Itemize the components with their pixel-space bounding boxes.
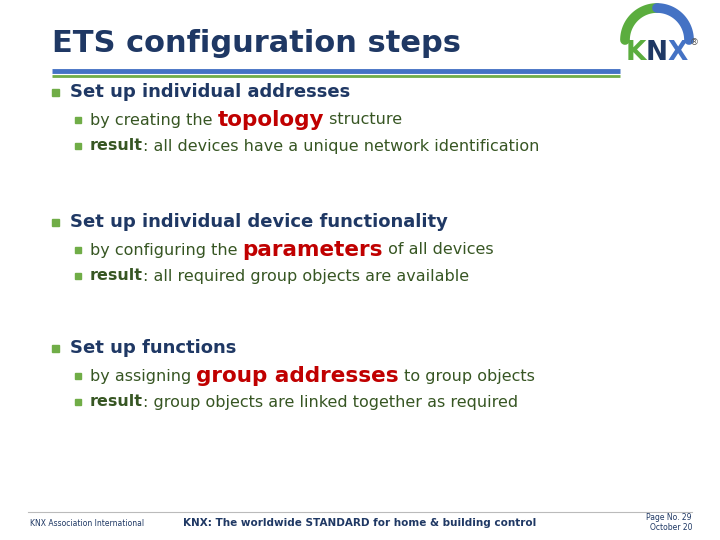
Text: Set up functions: Set up functions	[70, 339, 236, 357]
Bar	[52, 345, 59, 352]
Text: result: result	[90, 395, 143, 409]
Bar	[75, 143, 81, 149]
Text: K: K	[626, 40, 646, 66]
Text: Set up individual device functionality: Set up individual device functionality	[70, 213, 448, 231]
Text: parameters: parameters	[243, 240, 383, 260]
Bar	[75, 117, 81, 123]
Bar	[75, 373, 81, 379]
Bar	[52, 219, 59, 226]
Bar	[52, 89, 59, 96]
Text: by creating the: by creating the	[90, 112, 217, 127]
Text: by assigning: by assigning	[90, 368, 197, 383]
Text: X: X	[668, 40, 688, 66]
Bar	[75, 399, 81, 405]
Bar	[75, 273, 81, 279]
Text: Page No. 29: Page No. 29	[647, 514, 692, 523]
Text: N: N	[646, 40, 668, 66]
Text: of all devices: of all devices	[383, 242, 494, 258]
Text: result: result	[90, 268, 143, 284]
Text: : all required group objects are available: : all required group objects are availab…	[143, 268, 469, 284]
Text: KNX: The worldwide STANDARD for home & building control: KNX: The worldwide STANDARD for home & b…	[184, 518, 536, 528]
Text: by configuring the: by configuring the	[90, 242, 243, 258]
Text: : group objects are linked together as required: : group objects are linked together as r…	[143, 395, 518, 409]
Text: : all devices have a unique network identification: : all devices have a unique network iden…	[143, 138, 539, 153]
Text: group addresses: group addresses	[197, 366, 399, 386]
Text: topology: topology	[217, 110, 324, 130]
Text: structure: structure	[324, 112, 402, 127]
Text: ®: ®	[690, 38, 698, 48]
Text: KNX Association International: KNX Association International	[30, 518, 144, 528]
Text: to group objects: to group objects	[399, 368, 535, 383]
Bar	[75, 247, 81, 253]
Text: result: result	[90, 138, 143, 153]
Text: Set up individual addresses: Set up individual addresses	[70, 83, 350, 101]
Text: October 20: October 20	[649, 523, 692, 532]
Text: ETS configuration steps: ETS configuration steps	[52, 29, 461, 57]
